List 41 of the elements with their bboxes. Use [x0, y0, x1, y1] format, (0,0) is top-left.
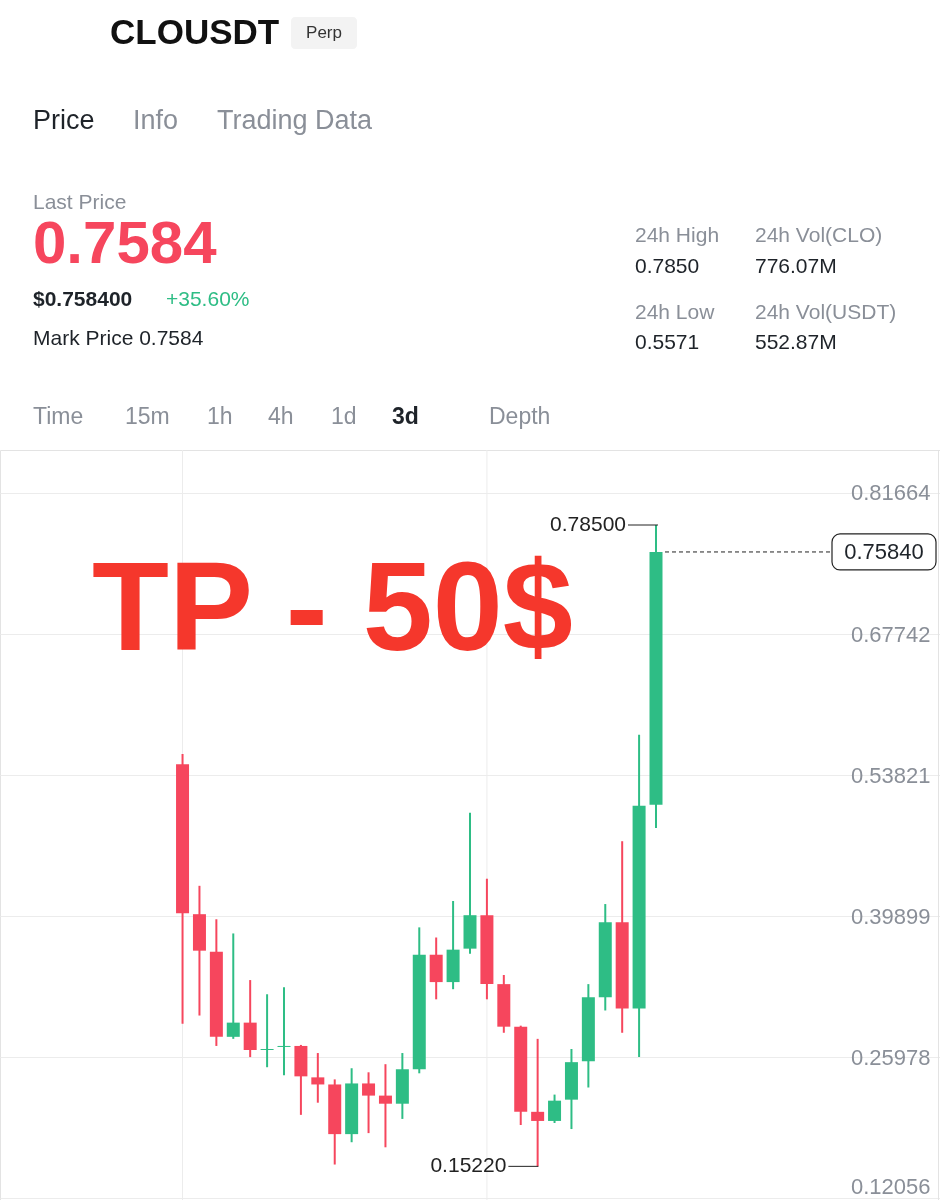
chart-title: CLOUSDT [110, 12, 280, 51]
text: +35.60% [166, 287, 250, 310]
text: Price [33, 105, 95, 135]
candlestick [311, 1052, 325, 1104]
text: 4h [268, 403, 294, 429]
text: Time [33, 403, 84, 429]
text: Mark Price 0.7584 [33, 326, 204, 349]
text: 0.5571 [635, 330, 700, 353]
text: 24h Vol(USDT) [755, 300, 897, 323]
text: Info [133, 105, 179, 135]
text: 0.7850 [635, 254, 700, 277]
annotation: 0.78500 [550, 512, 626, 535]
text: 15m [125, 403, 170, 429]
text: 776.07M [755, 254, 837, 277]
text: 24h Vol(CLO) [755, 223, 883, 246]
y-tick-label: 0.67742 [850, 621, 931, 647]
text: 24h Low [635, 300, 716, 323]
annotation: TP - 50$ [92, 536, 573, 677]
y-tick-label: 0.39899 [850, 903, 931, 929]
y-tick-label: 0.25978 [850, 1044, 931, 1070]
annotation: 0.15220 [430, 1153, 507, 1177]
text: Trading Data [217, 105, 374, 135]
text: Depth [489, 403, 551, 429]
candlestick [226, 932, 240, 1040]
candlestick [260, 993, 274, 1069]
candlestick [548, 1093, 562, 1124]
text: 1h [207, 403, 233, 429]
candlestick [277, 986, 291, 1077]
chart-subtitle: Perp [306, 23, 342, 42]
text: $0.758400 [33, 287, 133, 310]
text: 1d [331, 403, 357, 429]
candlestick [531, 1037, 545, 1168]
candlestick [362, 1071, 376, 1135]
ref-line-label: 0.75840 [844, 538, 924, 564]
text: 3d [392, 403, 419, 429]
text: 24h High [635, 223, 720, 246]
y-tick-label: 0.81664 [850, 480, 931, 506]
candlestick [378, 1063, 392, 1149]
text: 552.87M [755, 330, 837, 353]
y-tick-label: 0.53821 [850, 762, 931, 788]
y-tick-label: 0.12056 [850, 1173, 931, 1199]
